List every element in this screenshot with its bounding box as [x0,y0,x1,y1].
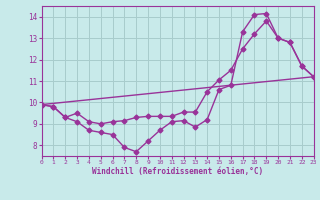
X-axis label: Windchill (Refroidissement éolien,°C): Windchill (Refroidissement éolien,°C) [92,167,263,176]
